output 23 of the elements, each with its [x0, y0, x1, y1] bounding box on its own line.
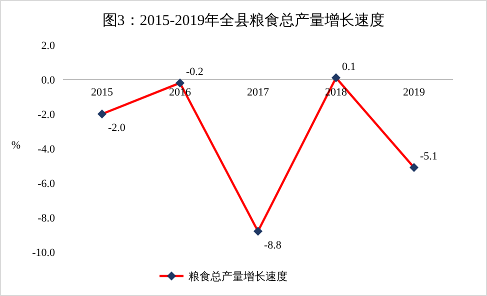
x-tick-label: 2019 — [403, 86, 426, 98]
point — [332, 73, 340, 82]
y-tick-label: -10.0 — [32, 247, 56, 259]
y-tick-label: -8.0 — [38, 212, 56, 224]
data-label: -5.1 — [420, 150, 438, 162]
x-tick-label: 2017 — [247, 86, 270, 98]
data-label: -2.0 — [108, 122, 126, 134]
y-tick-label: 2.0 — [41, 40, 56, 52]
data-label: 0.1 — [342, 60, 356, 73]
data-label: -8.8 — [264, 239, 282, 252]
chart-title: 图3：2015-2019年全县粮食总产量增长速度 — [102, 12, 385, 29]
point — [176, 78, 184, 88]
x-tick-label: 2015 — [91, 86, 114, 98]
point — [98, 110, 106, 118]
data-label: -0.2 — [186, 66, 204, 78]
y-axis-title: % — [11, 140, 21, 152]
y-tick-label: -4.0 — [38, 144, 56, 156]
y-tick-label: -6.0 — [38, 178, 56, 190]
y-tick-label: 0.0 — [41, 74, 56, 86]
legend-label: 粮食总产量增长速度 — [188, 270, 288, 283]
point — [410, 162, 418, 172]
point — [254, 226, 262, 236]
y-tick-label: -2.0 — [38, 109, 56, 121]
